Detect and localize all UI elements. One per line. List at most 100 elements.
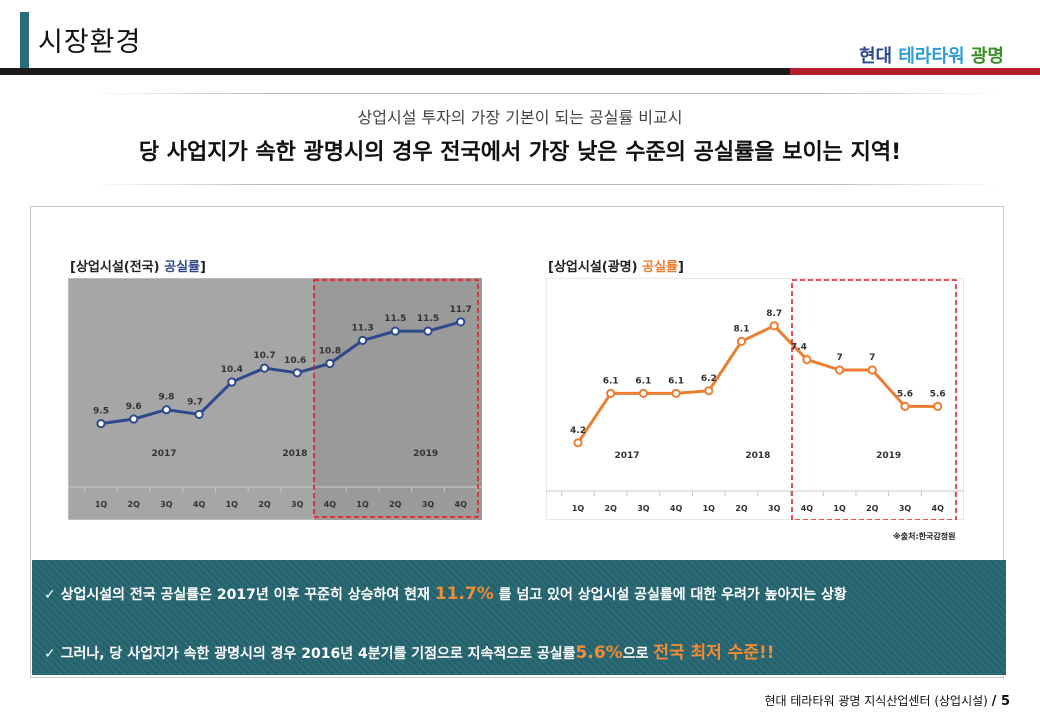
brand-part-1: 현대: [858, 46, 893, 67]
x-tick-label: 3Q: [422, 500, 435, 509]
brand-part-3: 광명: [970, 46, 1004, 67]
page-number: / 5: [991, 694, 1010, 709]
highlight-box: [791, 279, 957, 520]
chart-title-national: [상업시설(전국) 공실률]: [70, 260, 206, 275]
data-point: [423, 326, 433, 336]
brand-part-2: 테라타워: [898, 46, 965, 67]
x-tick-label: 2Q: [605, 504, 618, 513]
data-point: [835, 365, 845, 375]
data-point: [573, 438, 583, 448]
x-tick-label: 2Q: [258, 500, 271, 509]
data-label: 5.6: [897, 389, 913, 399]
data-point: [227, 377, 237, 387]
data-point: [769, 321, 779, 331]
data-point: [867, 365, 877, 375]
data-label: 6.1: [635, 376, 651, 386]
data-point: [671, 388, 681, 399]
data-point: [606, 388, 616, 399]
chart-national: 1Q 2Q 3Q 4Q 1Q 2Q 3Q 4Q 1Q 2Q 3Q 4Q 2017 2018 2019 9.5 9…: [68, 278, 482, 520]
data-label: 10.8: [319, 347, 341, 357]
chart-background: [546, 278, 964, 520]
subtitle: 상업시설 투자의 가장 기본이 되는 공실률 비교시: [357, 108, 683, 127]
data-point: [358, 335, 368, 346]
footer: 현대 테라타워 광명 지식산업센터 (상업시설) / 5: [764, 694, 1011, 709]
x-tick-label: 3Q: [291, 500, 304, 509]
year-label: 2019: [413, 449, 438, 459]
highlight-box: [313, 279, 479, 518]
x-tick-label: 2Q: [128, 500, 141, 509]
summary-bullet-1: ✓ 상업시설의 전국 공실률은 2017년 이후 꾸준히 상승하여 현재 11.…: [44, 584, 847, 604]
brand-logo: 현대 테라타워 광명: [859, 42, 1004, 68]
x-tick-label: 2Q: [389, 500, 402, 509]
x-tick-label: 4Q: [801, 504, 814, 513]
x-tick-label: 3Q: [637, 504, 650, 513]
x-tick-label: 1Q: [356, 500, 369, 509]
data-label: 11.5: [417, 314, 439, 324]
header-rule-accent: [790, 68, 1040, 75]
year-label: 2019: [876, 451, 901, 461]
x-tick-label: 4Q: [324, 500, 337, 509]
year-label: 2018: [282, 449, 307, 459]
data-point: [161, 405, 172, 415]
divider-bottom: [90, 184, 1000, 185]
data-label: 10.4: [221, 365, 243, 375]
data-label: 6.2: [701, 374, 717, 384]
data-point: [900, 401, 910, 411]
x-tick-label: 4Q: [193, 500, 206, 509]
summary-bullet-2: ✓ 그러나, 당 사업지가 속한 광명시의 경우 2016년 4분기를 기점으로…: [44, 643, 775, 663]
x-tick-label: 1Q: [226, 500, 239, 509]
data-point: [194, 409, 204, 419]
data-label: 6.1: [603, 376, 619, 386]
year-label: 2017: [152, 449, 177, 459]
x-tick-label: 3Q: [160, 500, 173, 509]
year-label: 2017: [615, 451, 640, 461]
data-point: [259, 363, 270, 373]
chart-title-gwangmyeong: [상업시설(광명) 공실률]: [548, 260, 684, 275]
title-accent-bar: [20, 12, 29, 68]
x-tick-label: 2Q: [735, 504, 748, 513]
data-point: [129, 414, 139, 424]
x-tick-label: 1Q: [833, 504, 846, 513]
data-point: [802, 355, 812, 365]
divider-top: [90, 93, 1000, 94]
header-rule: [0, 68, 790, 75]
data-point: [704, 386, 714, 396]
data-label: 8.7: [766, 309, 782, 319]
data-label: 11.3: [351, 323, 373, 333]
data-point: [456, 317, 466, 327]
data-point: [638, 388, 649, 399]
series-line: [100, 320, 462, 426]
data-point: [96, 419, 106, 429]
x-tick-label: 3Q: [768, 504, 781, 513]
x-tick-label: 1Q: [95, 500, 108, 509]
x-tick-label: 4Q: [455, 500, 468, 509]
page-title: 시장환경: [38, 27, 142, 58]
year-label: 2018: [745, 451, 770, 461]
data-label: 9.6: [126, 402, 142, 412]
x-tick-label: 1Q: [703, 504, 716, 513]
x-tick-label: 4Q: [932, 504, 945, 513]
data-label: 7: [836, 353, 842, 363]
x-tick-label: 3Q: [899, 504, 912, 513]
headline: 당 사업지가 속한 광명시의 경우 전국에서 가장 낮은 수준의 공실률을 보이…: [138, 140, 902, 165]
data-label: 7.4: [791, 343, 807, 353]
data-label: 10.6: [284, 356, 306, 366]
summary-box: ✓ 상업시설의 전국 공실률은 2017년 이후 꾸준히 상승하여 현재 11.…: [32, 560, 1006, 675]
x-tick-label: 4Q: [670, 504, 683, 513]
data-label: 9.5: [93, 407, 109, 417]
data-label: 5.6: [930, 389, 946, 399]
x-tick-label: 1Q: [572, 504, 585, 513]
data-label: 9.8: [158, 393, 174, 403]
data-point: [933, 401, 943, 411]
x-tick-label: 2Q: [866, 504, 879, 513]
data-label: 4.2: [570, 426, 586, 436]
data-label: 11.7: [450, 305, 472, 315]
data-label: 10.7: [253, 351, 275, 361]
series-line: [576, 324, 938, 444]
data-label: 11.5: [384, 314, 406, 324]
chart-highlight-band: [314, 278, 482, 520]
chart-gwangmyeong: 1Q 2Q 3Q 4Q 1Q 2Q 3Q 4Q 1Q 2Q 3Q 4Q 2017 2018 2019 4.2 6…: [546, 278, 964, 520]
data-point: [736, 336, 747, 347]
source-note: ※출처:한국감정원: [893, 532, 956, 541]
data-point: [390, 326, 400, 336]
